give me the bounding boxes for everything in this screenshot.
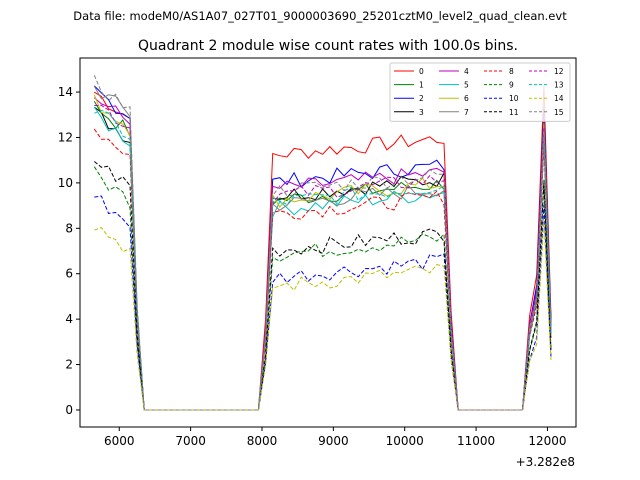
x-tick-label: 6000 (104, 434, 135, 448)
series-line-9 (93, 166, 552, 411)
x-tick-label: 11000 (457, 434, 495, 448)
y-tick-label: 4 (65, 312, 73, 326)
legend-label-2: 2 (419, 94, 424, 103)
legend-label-9: 9 (509, 81, 514, 90)
x-tick-label: 9000 (318, 434, 349, 448)
series-line-6 (93, 94, 552, 411)
plot-area: 6000 7000 8000 9000 10000 11000 12000024681012… (58, 57, 577, 448)
legend-label-0: 0 (419, 67, 424, 76)
chart-title: Quadrant 2 module wise count rates with … (138, 38, 518, 54)
legend-label-3: 3 (419, 108, 424, 117)
y-tick-label: 8 (65, 221, 73, 235)
series-line-0 (94, 85, 552, 411)
y-tick-label: 14 (58, 85, 73, 99)
series-line-12 (94, 104, 552, 411)
legend-label-10: 10 (509, 94, 519, 103)
series-line-8 (93, 128, 552, 411)
legend-label-13: 13 (554, 81, 564, 90)
y-tick-label: 12 (58, 130, 73, 144)
axes-frame (79, 57, 577, 428)
y-tick-label: 2 (65, 358, 73, 372)
legend-label-12: 12 (554, 67, 564, 76)
series-line-5 (93, 106, 552, 411)
series-line-10 (94, 195, 552, 411)
legend-label-15: 15 (554, 108, 564, 117)
y-tick-label: 6 (65, 267, 73, 281)
series-line-3 (94, 106, 552, 411)
series-line-2 (93, 85, 552, 411)
legend-box (389, 62, 571, 122)
x-tick-label: 10000 (386, 434, 424, 448)
x-tick-label: 8000 (247, 434, 278, 448)
series-line-14 (94, 219, 552, 411)
y-tick-label: 10 (58, 176, 73, 190)
series-line-4 (93, 97, 552, 411)
x-offset-label: +3.282e8 (516, 455, 575, 469)
y-tick-label: 0 (65, 403, 73, 417)
legend-label-8: 8 (509, 67, 514, 76)
legend-label-6: 6 (464, 94, 469, 103)
legend-label-5: 5 (464, 81, 469, 90)
legend-label-7: 7 (464, 108, 469, 117)
series-line-7 (93, 85, 552, 411)
chart-suptitle: Data file: modeM0/AS1A07_027T01_90000036… (73, 9, 567, 23)
series-line-13 (94, 109, 552, 411)
legend-label-14: 14 (554, 94, 564, 103)
x-tick-label: 12000 (528, 434, 566, 448)
series-line-15 (93, 75, 552, 411)
x-tick-label: 7000 (175, 434, 206, 448)
legend-label-11: 11 (509, 108, 519, 117)
legend-label-1: 1 (419, 81, 424, 90)
legend-label-4: 4 (464, 67, 469, 76)
